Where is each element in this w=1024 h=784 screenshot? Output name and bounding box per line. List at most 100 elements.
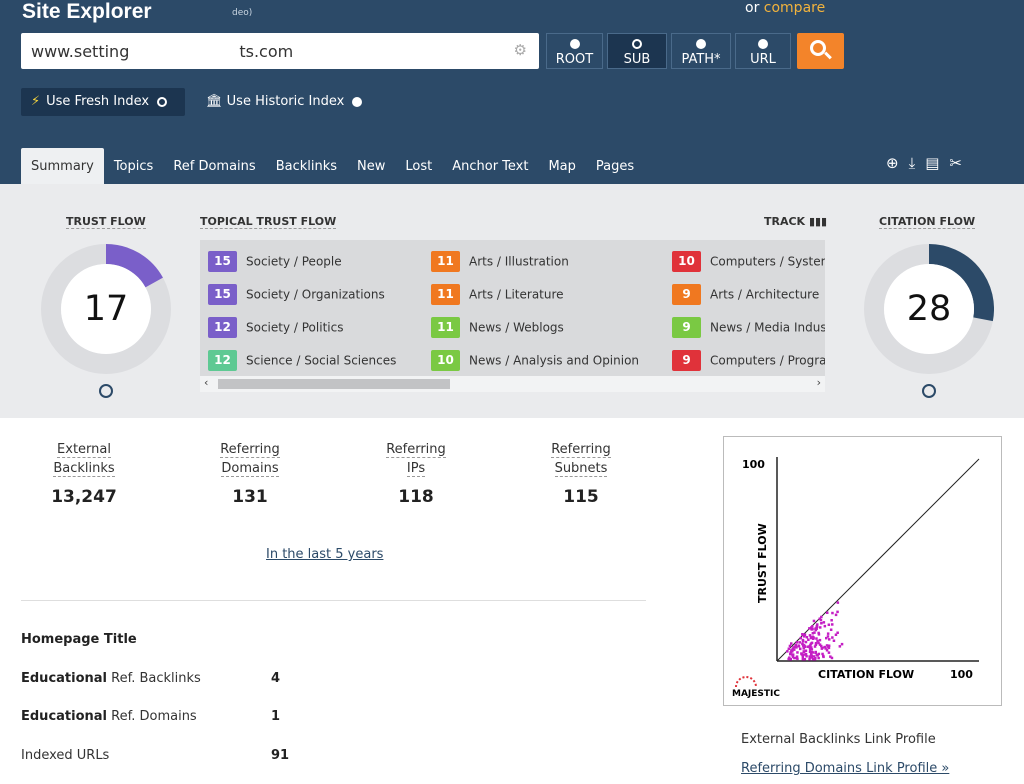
scatter-point [795, 641, 799, 644]
topic-item[interactable]: 10 News / Analysis and Opinion [431, 350, 639, 371]
tab-anchor-text[interactable]: Anchor Text [452, 159, 529, 174]
fresh-index-toggle[interactable]: ⚡ Use Fresh Index [21, 88, 185, 116]
download-icon[interactable]: ⤓ [908, 154, 916, 172]
scatter-point [820, 622, 823, 625]
lightning-icon: ⚡ [31, 94, 41, 109]
y-axis-label: TRUST FLOW [756, 523, 769, 603]
scatter-point [823, 645, 826, 649]
edu-label-text: Ref. Backlinks [107, 671, 201, 686]
topic-label: Society / Organizations [246, 287, 385, 302]
topic-item[interactable]: 9 Computers / Progra [672, 350, 825, 371]
scroll-right-icon[interactable]: › [816, 376, 821, 389]
scatter-point [806, 645, 809, 648]
scatter-point [796, 651, 799, 654]
topic-item[interactable]: 9 Arts / Architecture [672, 284, 819, 305]
page-title: Site Explorer [22, 0, 152, 23]
compare-link[interactable]: compare [763, 0, 826, 16]
tab-backlinks[interactable]: Backlinks [275, 159, 338, 174]
topic-score: 12 [208, 317, 237, 338]
scroll-left-icon[interactable]: ‹ [204, 376, 209, 389]
tools-icon[interactable]: ✂ [949, 154, 962, 172]
stat-label-referring-domains[interactable]: Referring Domains [190, 440, 310, 478]
stat-label-referring-subnets[interactable]: Referring Subnets [521, 440, 641, 478]
mode-url-button[interactable]: URL [735, 33, 791, 69]
scatter-point [826, 635, 830, 638]
tab-pages[interactable]: Pages [595, 159, 635, 174]
scatter-point [799, 636, 802, 640]
stat-value-referring-domains[interactable]: 131 [232, 487, 268, 507]
topic-item[interactable]: 12 Society / Politics [208, 317, 343, 338]
scatter-point [795, 655, 799, 658]
scatter-point [821, 652, 824, 656]
gear-icon[interactable]: ⚙ [513, 41, 527, 59]
track-label: TRACK [764, 215, 806, 228]
stat-value-referring-subnets[interactable]: 115 [563, 487, 599, 507]
scatter-point [791, 655, 795, 659]
citation-flow-gauge [864, 244, 994, 374]
tab-topics[interactable]: Topics [113, 159, 154, 174]
topic-item[interactable]: 15 Society / People [208, 251, 342, 272]
historic-index-toggle[interactable]: 🏛 Use Historic Index [206, 94, 363, 109]
stat-value-referring-ips[interactable]: 118 [398, 487, 434, 507]
referring-domains-profile-link[interactable]: Referring Domains Link Profile » [741, 761, 950, 776]
scatter-point [789, 658, 792, 661]
y-max-label: 100 [742, 458, 765, 471]
tab-map[interactable]: Map [548, 159, 576, 174]
scatter-point [805, 636, 809, 639]
history-icon[interactable] [922, 384, 936, 398]
scatter-point [793, 645, 796, 649]
history-icon[interactable] [99, 384, 113, 398]
topic-item[interactable]: 15 Society / Organizations [208, 284, 385, 305]
report-icon[interactable]: ▤ [925, 154, 940, 172]
tab-new[interactable]: New [357, 159, 386, 174]
topic-item[interactable]: 11 Arts / Literature [431, 284, 564, 305]
scatter-point [803, 633, 807, 636]
radio-icon [569, 39, 580, 49]
scatter-point [801, 653, 804, 657]
topic-label: News / Media Indust [710, 320, 825, 335]
mode-path-button[interactable]: PATH* [671, 33, 731, 69]
header-bar: Site Explorer deo) or compare www.settin… [0, 0, 1024, 184]
topical-trust-flow-title[interactable]: TOPICAL TRUST FLOW [200, 215, 337, 229]
url-input[interactable]: www.setting ts.com ⚙ [21, 33, 539, 69]
stat-label-referring-ips[interactable]: Referring IPs [356, 440, 476, 478]
video-hint-link[interactable]: deo) [232, 8, 253, 18]
topic-label: Arts / Illustration [469, 254, 569, 269]
scatter-point [790, 649, 793, 652]
scatter-point [802, 650, 806, 653]
topic-item[interactable]: 9 News / Media Indust [672, 317, 825, 338]
mode-sub-button[interactable]: SUB [607, 33, 667, 69]
stat-value-external-backlinks[interactable]: 13,247 [51, 487, 117, 507]
scrollbar-thumb[interactable] [218, 379, 450, 389]
topic-item[interactable]: 10 Computers / System [672, 251, 825, 272]
tab-lost[interactable]: Lost [405, 159, 433, 174]
add-to-bucket-icon[interactable]: ⊕ [886, 154, 899, 172]
trust-flow-title[interactable]: TRUST FLOW [66, 215, 146, 229]
flow-metrics-scatter[interactable]: 100 100 CITATION FLOW TRUST FLOW MAJESTI… [723, 436, 1002, 706]
track-link[interactable]: TRACK ▮▮▮ [764, 215, 827, 228]
or-text: or [745, 0, 760, 16]
scatter-point [789, 651, 793, 654]
scatter-point [814, 643, 818, 646]
scatter-point [820, 615, 823, 619]
mode-root-button[interactable]: ROOT [546, 33, 603, 69]
topic-item[interactable]: 11 News / Weblogs [431, 317, 564, 338]
citation-flow-value: 28 [906, 289, 952, 329]
x-axis-label: CITATION FLOW [818, 668, 914, 681]
edu-label-text: Ref. Domains [107, 709, 197, 724]
date-range-link[interactable]: In the last 5 years [266, 547, 384, 562]
stat-label-external-backlinks[interactable]: External Backlinks [24, 440, 144, 478]
stat-label-line: Backlinks [53, 461, 115, 477]
topic-item[interactable]: 11 Arts / Illustration [431, 251, 569, 272]
scatter-point [809, 636, 813, 640]
tab-ref-domains[interactable]: Ref Domains [173, 159, 256, 174]
topic-item[interactable]: 12 Science / Social Sciences [208, 350, 396, 371]
search-button[interactable] [797, 33, 844, 69]
mode-sub-label: SUB [623, 52, 651, 67]
horizontal-scrollbar[interactable]: ‹ › [200, 376, 825, 392]
scatter-point [799, 647, 802, 651]
tab-summary[interactable]: Summary [21, 148, 104, 184]
citation-flow-title[interactable]: CITATION FLOW [879, 215, 976, 229]
archive-icon: 🏛 [206, 94, 223, 109]
scatter-point [828, 638, 831, 641]
